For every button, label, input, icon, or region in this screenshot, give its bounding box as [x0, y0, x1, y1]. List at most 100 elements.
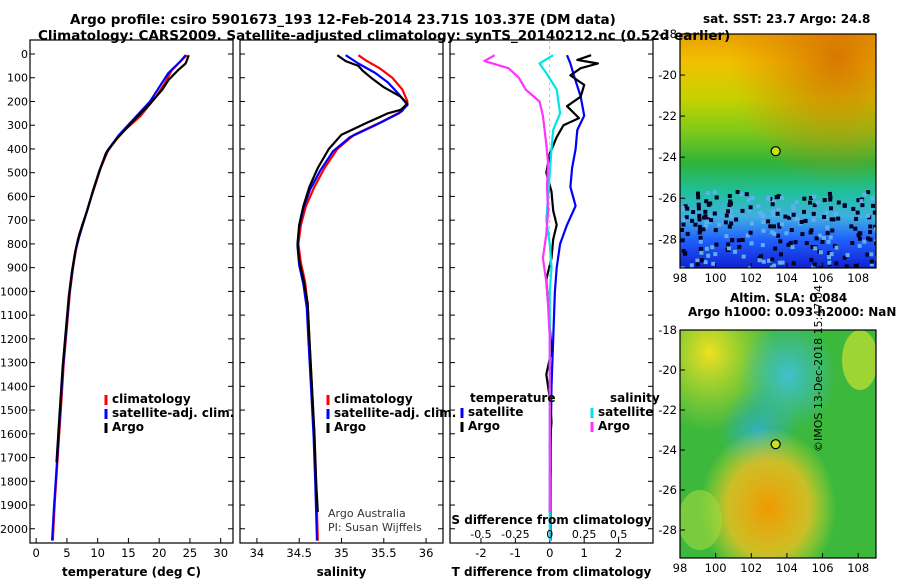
- salinity-diff-tick-label: 0: [546, 528, 553, 541]
- sst-speckle-pixel: [868, 230, 873, 235]
- salinity-xtick-label: 35.5: [371, 546, 397, 560]
- salinity-legend-label: Argo: [334, 420, 366, 434]
- sst-speckle-pixel: [814, 236, 819, 241]
- sst-speckle-pixel: [681, 222, 686, 227]
- sst-speckle-pixel: [760, 243, 765, 248]
- sst-map-ytick-label: -28: [658, 232, 677, 246]
- sla-map-argo-marker: [770, 439, 781, 450]
- temperature-legend-label: Argo: [112, 420, 144, 434]
- pressure-tick-label: 1500: [0, 404, 28, 417]
- sst-speckle-pixel: [834, 261, 839, 266]
- sst-speckle-pixel: [730, 238, 735, 243]
- sst-speckle-pixel: [749, 221, 754, 226]
- sst-speckle-pixel: [748, 205, 753, 210]
- temperature-legend-label: climatology: [112, 392, 191, 406]
- sst-speckle-pixel: [834, 211, 838, 216]
- sst-speckle-pixel: [685, 231, 690, 236]
- differences-xtick-label: 2: [615, 546, 622, 560]
- sst-speckle-pixel: [778, 239, 783, 244]
- salinity-xlabel: salinity: [317, 565, 367, 579]
- sst-speckle-pixel: [681, 218, 686, 223]
- sst-speckle-pixel: [749, 241, 754, 246]
- sst-speckle-pixel: [815, 200, 820, 205]
- sst-speckle-pixel: [680, 238, 685, 243]
- sst-speckle-pixel: [868, 237, 873, 242]
- sst-speckle-pixel: [866, 236, 870, 241]
- sst-speckle-pixel: [812, 203, 817, 208]
- sst-speckle-pixel: [680, 207, 685, 212]
- sst-speckle-pixel: [766, 195, 771, 200]
- sst-speckle-pixel: [821, 235, 826, 240]
- sst-speckle-pixel: [817, 233, 822, 238]
- sst-speckle-pixel: [822, 215, 827, 219]
- sst-speckle-pixel: [760, 212, 765, 217]
- sst-speckle-pixel: [734, 217, 739, 222]
- sla-map-xtick-label: 108: [847, 561, 869, 575]
- sst-speckle-pixel: [772, 212, 777, 217]
- sst-speckle-pixel: [809, 228, 814, 233]
- sla-map-frame: [679, 329, 877, 559]
- salinity-series-satellite-adj-clim-: [296, 54, 409, 541]
- sst-speckle-pixel: [853, 263, 858, 268]
- sst-speckle-pixel: [724, 213, 729, 218]
- sst-speckle-pixel: [704, 220, 709, 225]
- pressure-tick-label: 1800: [0, 475, 28, 488]
- sst-speckle-pixel: [698, 239, 703, 244]
- sst-speckle-pixel: [822, 198, 827, 203]
- salinity-xtick-label: 34: [250, 546, 265, 560]
- sst-speckle-pixel: [759, 254, 764, 259]
- sst-speckle-pixel: [803, 218, 808, 223]
- sst-speckle-pixel: [696, 206, 701, 211]
- sst-speckle-pixel: [697, 217, 702, 222]
- temperature-xlabel: temperature (deg C): [62, 565, 201, 579]
- sst-speckle-pixel: [761, 228, 766, 233]
- salinity-diff-tick-label: 0.5: [610, 528, 628, 541]
- sst-speckle-pixel: [873, 227, 876, 232]
- temperature-xtick-label: 0: [32, 546, 39, 560]
- temperature-xtick-label: 15: [121, 546, 136, 560]
- sst-speckle-pixel: [717, 222, 722, 227]
- sst-speckle-pixel: [766, 219, 771, 224]
- sst-speckle-pixel: [783, 214, 788, 219]
- pressure-tick-label: 600: [7, 190, 28, 203]
- sst-speckle-pixel: [706, 191, 711, 195]
- sst-speckle-pixel: [761, 219, 766, 224]
- differences-xtick-label: -1: [510, 546, 521, 560]
- sst-speckle-pixel: [726, 242, 731, 247]
- pressure-tick-label: 300: [7, 119, 28, 132]
- sst-speckle-pixel: [824, 216, 829, 221]
- sst-speckle-pixel: [809, 257, 814, 262]
- sst-speckle-pixel: [793, 240, 798, 245]
- sla-map-ytick-label: -20: [658, 363, 677, 377]
- diff-legend-label: Argo: [598, 419, 630, 433]
- sst-speckle-pixel: [770, 257, 775, 262]
- pressure-tick-label: 800: [7, 238, 28, 251]
- sst-speckle-pixel: [733, 249, 737, 254]
- temperature-series-climatology: [51, 54, 188, 541]
- sst-speckle-pixel: [709, 218, 714, 223]
- sst-map-ytick-label: -20: [658, 68, 677, 82]
- sst-speckle-pixel: [728, 208, 733, 213]
- sst-speckle-pixel: [758, 211, 762, 216]
- sst-speckle-pixel: [827, 251, 832, 255]
- sst-speckle-pixel: [800, 232, 805, 237]
- sst-speckle-pixel: [844, 264, 849, 268]
- sst-speckle-pixel: [691, 210, 696, 214]
- sst-speckle-pixel: [827, 260, 832, 265]
- differences-xtick-label: 1: [581, 546, 588, 560]
- sst-speckle-pixel: [771, 209, 776, 214]
- sst-speckle-pixel: [777, 224, 782, 229]
- sla-map-xtick-label: 98: [673, 561, 688, 575]
- sst-speckle-pixel: [813, 246, 818, 251]
- sst-speckle-pixel: [685, 206, 690, 211]
- sst-speckle-pixel: [869, 259, 874, 264]
- sst-speckle-pixel: [684, 215, 689, 220]
- sst-speckle-pixel: [696, 202, 701, 207]
- sst-speckle-pixel: [696, 191, 700, 196]
- salinity-xtick-label: 34.5: [286, 546, 312, 560]
- sst-speckle-pixel: [680, 228, 684, 232]
- sst-speckle-pixel: [683, 204, 688, 209]
- sst-speckle-pixel: [727, 246, 731, 251]
- sst-speckle-pixel: [772, 224, 776, 229]
- sst-speckle-pixel: [713, 252, 718, 257]
